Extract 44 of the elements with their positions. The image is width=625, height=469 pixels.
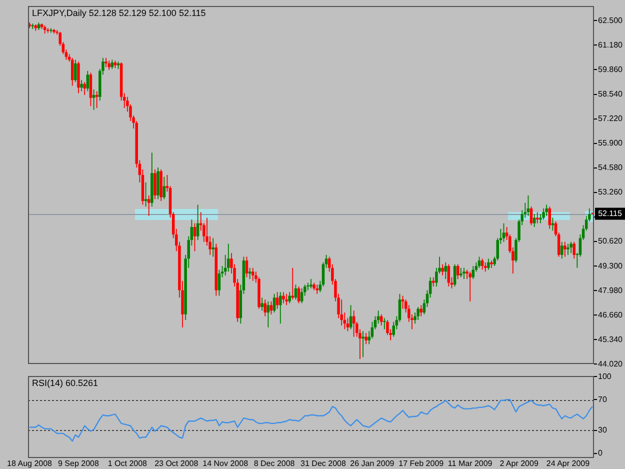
y-tick-label: 30 bbox=[598, 426, 608, 435]
y-tick-label: 54.580 bbox=[598, 163, 624, 172]
x-tick-label: 1 Oct 2008 bbox=[108, 459, 148, 468]
y-tick-label: 45.340 bbox=[598, 334, 624, 344]
y-tick-label: 100 bbox=[598, 372, 612, 381]
y-tick-label: 58.540 bbox=[598, 89, 624, 98]
x-tick-label: 24 Apr 2009 bbox=[546, 459, 590, 468]
candlestick bbox=[31, 23, 34, 30]
y-tick-label: 49.300 bbox=[598, 261, 624, 270]
y-tick-label: 70 bbox=[598, 394, 608, 404]
y-tick-label: 0 bbox=[598, 448, 603, 458]
y-tick-label: 53.260 bbox=[598, 188, 624, 197]
candlestick bbox=[316, 284, 318, 294]
x-tick-label: 14 Nov 2008 bbox=[202, 459, 249, 468]
ref-line-label: 52.115 bbox=[598, 208, 622, 218]
x-tick-label: 17 Feb 2009 bbox=[398, 459, 444, 468]
y-tick-label: 55.900 bbox=[598, 138, 624, 148]
chart-title: LFXJPY,Daily 52.128 52.129 52.100 52.115 bbox=[32, 8, 206, 18]
x-tick-label: 8 Dec 2008 bbox=[254, 459, 296, 468]
x-tick-label: 18 Aug 2008 bbox=[7, 459, 53, 468]
x-tick-label: 11 Mar 2009 bbox=[448, 459, 493, 468]
x-tick-label: 26 Jan 2009 bbox=[350, 459, 395, 468]
y-tick-label: 46.660 bbox=[598, 310, 624, 320]
candlestick bbox=[468, 272, 472, 302]
y-tick-label: 44.020 bbox=[598, 359, 624, 368]
y-tick-label: 47.980 bbox=[598, 286, 624, 295]
y-tick-label: 50.620 bbox=[598, 236, 624, 246]
y-tick-label: 57.220 bbox=[598, 114, 624, 124]
y-tick-label: 59.860 bbox=[598, 64, 624, 74]
y-tick-label: 61.180 bbox=[598, 40, 624, 50]
candlestick bbox=[46, 28, 50, 33]
candlestick bbox=[536, 212, 539, 224]
x-tick-label: 2 Apr 2009 bbox=[500, 459, 539, 468]
x-tick-label: 23 Oct 2008 bbox=[154, 459, 199, 468]
x-tick-label: 31 Dec 2008 bbox=[300, 459, 346, 468]
candlestick bbox=[566, 244, 570, 255]
y-tick-label: 62.500 bbox=[598, 16, 624, 25]
x-tick-label: 9 Sep 2008 bbox=[58, 459, 100, 468]
candlestick bbox=[383, 318, 386, 330]
candlestick bbox=[362, 331, 364, 358]
candlestick bbox=[50, 28, 52, 33]
chart-title: RSI(14) 60.5261 bbox=[32, 378, 98, 388]
candlestick bbox=[95, 91, 98, 108]
candlestick bbox=[212, 238, 214, 257]
